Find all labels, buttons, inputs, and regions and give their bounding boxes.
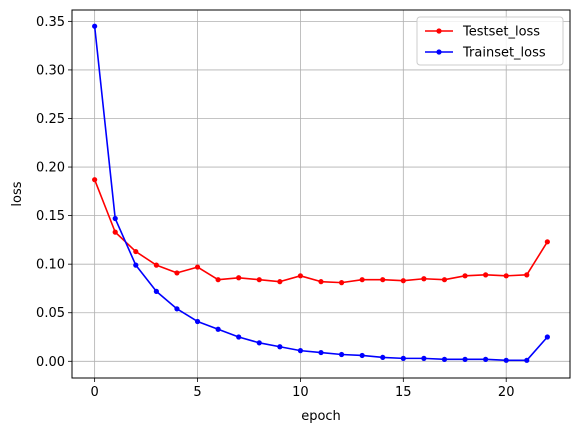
data-point [133,248,139,255]
x-tick-label: 10 [292,385,309,400]
data-point [400,278,406,284]
data-point [544,239,550,245]
data-point [400,355,406,361]
y-tick-label: 0.35 [36,15,65,30]
plot-area-frame [71,9,571,379]
data-point [359,277,365,283]
data-point [483,272,489,278]
data-point [112,229,118,235]
data-point [277,279,283,285]
data-point [174,270,180,276]
x-tick-label: 15 [395,385,412,400]
data-point [462,273,468,279]
x-axis-label: epoch [301,409,341,424]
data-point [318,349,324,356]
y-tick-label: 0.30 [36,63,65,78]
data-point [544,334,550,340]
y-tick-label: 0.15 [36,209,65,224]
y-tick-label: 0.10 [36,258,65,273]
data-point [338,351,345,358]
data-point [256,340,262,346]
data-point [153,262,159,268]
data-point [256,277,262,283]
data-point [359,352,365,359]
data-point [133,262,139,268]
data-point [92,177,98,183]
data-point [421,355,427,361]
data-point [441,356,448,362]
data-point [421,276,427,282]
data-point [462,356,468,362]
data-point [236,275,242,281]
legend-marker [436,28,442,34]
data-point [441,277,448,283]
legend: Testset_loss Trainset_loss [416,16,564,66]
legend-box [416,16,564,66]
x-tick-label: 5 [193,385,201,400]
plot-series [92,23,550,363]
data-point [236,334,242,340]
legend-marker [436,49,442,55]
data-point [297,348,304,354]
data-point [318,279,324,285]
data-point [380,354,386,361]
y-axis-label: loss [10,181,25,206]
data-point [297,273,304,279]
data-point [338,280,345,286]
data-point [215,277,221,283]
data-point [174,306,180,312]
data-point [92,23,98,29]
legend-label: Testset_loss [462,25,540,40]
data-point [153,288,159,294]
y-tick-label: 0.25 [36,112,65,127]
data-point [524,272,530,278]
data-point [194,264,201,270]
data-point [524,357,530,363]
axis-ticks: 0 5 10 15 20 0.00 0.05 0.10 0.15 0.20 0.25 0.30 0.35 [36,15,514,400]
x-tick-label: 0 [90,385,98,400]
legend-label: Trainset_loss [462,46,546,61]
x-tick-label: 20 [498,385,515,400]
data-point [380,277,386,283]
data-point [503,273,509,279]
data-point [277,344,283,350]
data-point [194,318,201,325]
data-point [215,326,221,332]
y-tick-label: 0.05 [36,306,65,321]
y-tick-label: 0.00 [36,355,65,370]
data-point [503,357,509,363]
data-point [112,215,118,222]
data-point [483,356,489,362]
y-tick-label: 0.20 [36,161,65,176]
